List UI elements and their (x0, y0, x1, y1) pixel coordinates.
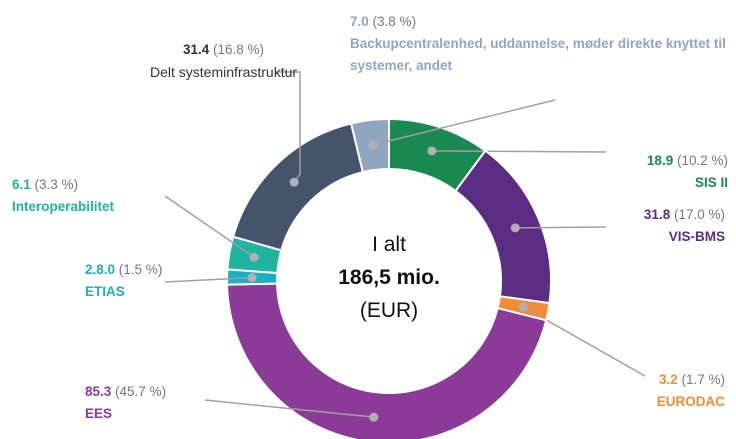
value-line: 31.8 (17.0 %) (644, 204, 725, 226)
leader-dot (368, 140, 378, 150)
center-text: I alt 186,5 mio. (EUR) (289, 228, 489, 327)
value-label: 2.8.0 (85, 262, 116, 277)
percent-label: (1.5 %) (118, 262, 163, 277)
slice-label: 85.3 (45.7 %) EES (85, 381, 166, 425)
value-label: 31.8 (643, 207, 671, 222)
leader-line (372, 99, 556, 146)
category-label: ETIAS (85, 284, 125, 299)
value-label: 6.1 (12, 177, 31, 192)
category-label: VIS-BMS (668, 229, 725, 244)
leader-dot (427, 146, 437, 156)
leader-line (523, 306, 646, 377)
percent-label: (17.0 %) (673, 207, 725, 222)
category-label: EURODAC (656, 394, 725, 409)
percent-label: (3.8 %) (372, 14, 417, 29)
center-line: (EUR) (359, 299, 419, 322)
leader-dot (247, 273, 257, 283)
category-label: EES (85, 406, 113, 421)
value-line: 2.8.0 (1.5 %) (85, 259, 162, 281)
value-line: 3.2 (1.7 %) (657, 369, 725, 391)
slice-label: 3.2 (1.7 %) EURODAC (657, 369, 725, 413)
slice-label: 31.8 (17.0 %) VIS-BMS (644, 204, 725, 248)
value-line: 7.0 (3.8 %) (350, 11, 736, 33)
value-label: 3.2 (658, 372, 678, 387)
slice-label: 7.0 (3.8 %) Backupcentralenhed, uddannels… (350, 11, 736, 77)
category-label: Backupcentralenhed, uddannelse, møder di… (350, 36, 726, 73)
slice-label: 6.1 (3.3 %) Interoperabilitet (12, 174, 114, 218)
leader-dot (519, 302, 529, 312)
value-line: 6.1 (3.3 %) (12, 174, 114, 196)
center-line: I alt (372, 233, 406, 256)
percent-label: (45.7 %) (115, 384, 167, 399)
category-label: Interoperabilitet (12, 199, 115, 214)
value-label: 7.0 (350, 14, 369, 29)
value-line: 18.9 (10.2 %) (647, 150, 728, 172)
slice-label: 31.4 (16.8 %) Delt systeminfrastruktur (150, 39, 297, 83)
leader-line (275, 71, 301, 183)
leader-dot (510, 223, 520, 233)
value-label: 31.4 (182, 42, 210, 57)
percent-label: (1.7 %) (681, 372, 725, 387)
slice (226, 282, 548, 439)
percent-label: (10.2 %) (676, 153, 728, 168)
value-label: 85.3 (85, 384, 112, 399)
value-line: 85.3 (45.7 %) (85, 381, 166, 403)
center-line: 186,5 mio. (338, 266, 440, 289)
value-line: 31.4 (16.8 %) (150, 39, 297, 61)
leader-dot (289, 177, 299, 187)
slice-label: 2.8.0 (1.5 %) ETIAS (85, 259, 162, 303)
percent-label: (3.3 %) (34, 177, 79, 192)
leader-line (515, 226, 607, 229)
category-label: SIS II (694, 175, 728, 190)
slice-label: 18.9 (10.2 %) SIS II (647, 150, 728, 194)
leader-dot (249, 252, 259, 262)
category-label: Delt systeminfrastruktur (150, 64, 298, 80)
value-label: 18.9 (646, 153, 674, 168)
leader-line (431, 150, 607, 153)
leader-line (164, 276, 253, 283)
leader-dot (369, 412, 379, 422)
percent-label: (16.8 %) (213, 42, 265, 57)
leader-line (204, 399, 374, 418)
leader-line (164, 195, 255, 258)
